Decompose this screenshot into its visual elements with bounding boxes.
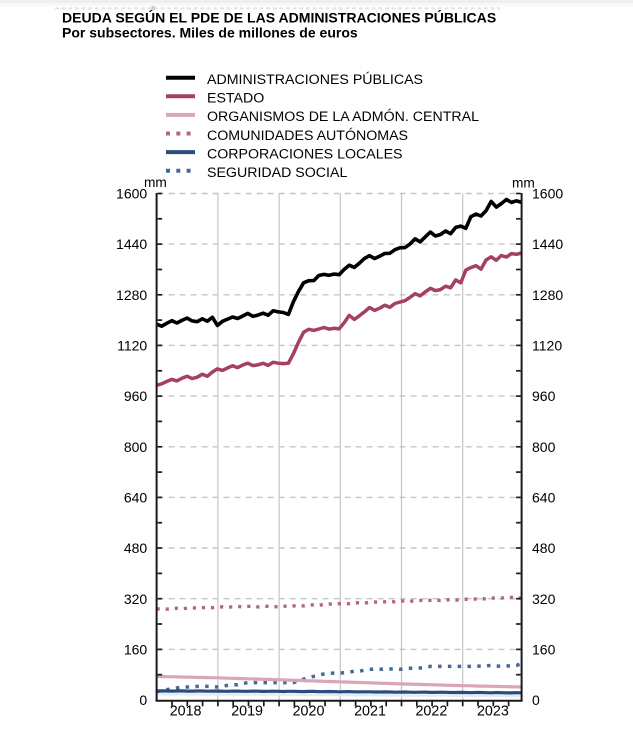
svg-text:1120: 1120	[532, 338, 562, 354]
svg-text:1600: 1600	[116, 186, 147, 202]
svg-text:SEGURIDAD SOCIAL: SEGURIDAD SOCIAL	[207, 165, 347, 181]
svg-text:160: 160	[532, 642, 556, 658]
svg-text:ESTADO: ESTADO	[207, 91, 264, 107]
svg-text:2018: 2018	[170, 703, 202, 719]
svg-text:2023: 2023	[477, 703, 509, 719]
svg-text:ADMINISTRACIONES PÚBLICAS: ADMINISTRACIONES PÚBLICAS	[207, 71, 423, 88]
svg-text:320: 320	[124, 591, 148, 607]
svg-text:DEUDA SEGÚN EL PDE DE LAS ADMI: DEUDA SEGÚN EL PDE DE LAS ADMINISTRACION…	[62, 8, 496, 25]
svg-text:mm: mm	[144, 175, 167, 190]
svg-text:2019: 2019	[231, 703, 263, 719]
svg-text:CORPORACIONES LOCALES: CORPORACIONES LOCALES	[207, 146, 403, 162]
svg-text:960: 960	[124, 388, 148, 404]
svg-text:Por subsectores. Miles de mill: Por subsectores. Miles de millones de eu…	[62, 24, 358, 40]
svg-text:1280: 1280	[116, 287, 147, 303]
svg-text:0: 0	[532, 692, 540, 708]
svg-text:1600: 1600	[532, 186, 563, 202]
svg-text:2022: 2022	[415, 703, 447, 719]
svg-text:1440: 1440	[532, 236, 563, 252]
svg-text:480: 480	[124, 540, 148, 556]
svg-text:1280: 1280	[532, 287, 563, 303]
svg-text:640: 640	[124, 490, 148, 506]
svg-text:960: 960	[532, 388, 556, 404]
svg-text:0: 0	[139, 692, 147, 708]
svg-text:mm: mm	[512, 176, 535, 191]
svg-text:ORGANISMOS DE LA ADMÓN. CENTRA: ORGANISMOS DE LA ADMÓN. CENTRAL	[207, 108, 479, 125]
svg-text:1120: 1120	[117, 338, 147, 354]
svg-text:2020: 2020	[293, 703, 325, 719]
svg-text:320: 320	[532, 591, 556, 607]
svg-text:480: 480	[532, 540, 556, 556]
svg-text:800: 800	[124, 439, 148, 455]
svg-text:800: 800	[532, 439, 556, 455]
svg-text:COMUNIDADES AUTÓNOMAS: COMUNIDADES AUTÓNOMAS	[207, 127, 408, 144]
svg-text:1440: 1440	[116, 236, 147, 252]
svg-text:640: 640	[532, 490, 556, 506]
svg-text:160: 160	[124, 642, 148, 658]
svg-text:2021: 2021	[354, 703, 386, 719]
